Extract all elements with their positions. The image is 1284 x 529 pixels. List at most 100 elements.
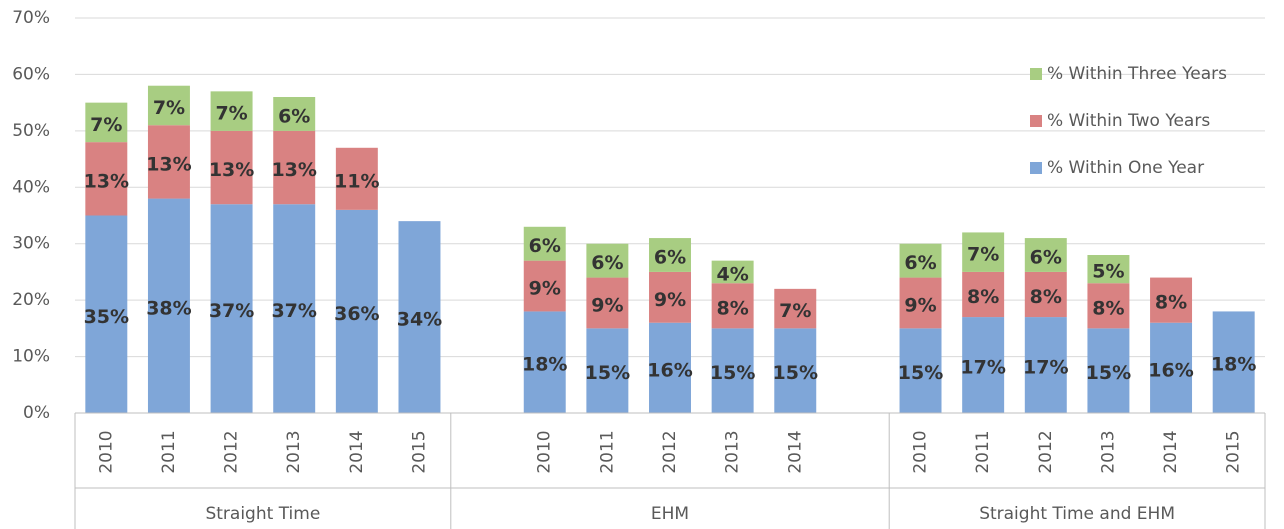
y-tick-label: 0% bbox=[23, 403, 50, 423]
legend-label: % Within Two Years bbox=[1047, 111, 1210, 131]
y-tick-label: 10% bbox=[12, 347, 50, 367]
data-label: 7% bbox=[90, 114, 122, 136]
data-label: 15% bbox=[773, 362, 818, 384]
data-label: 15% bbox=[1086, 362, 1131, 384]
bar-segment bbox=[711, 283, 754, 329]
bar-segment bbox=[649, 271, 691, 323]
bar-segment bbox=[962, 317, 1005, 413]
bar-segment bbox=[962, 271, 1005, 318]
x-tick-label: 2011 bbox=[159, 430, 179, 473]
bar-segment bbox=[210, 91, 253, 131]
data-label: 8% bbox=[716, 297, 748, 319]
bar-segment bbox=[1087, 328, 1130, 413]
x-tick-label: 2014 bbox=[347, 430, 367, 473]
bar-segment bbox=[649, 322, 691, 413]
data-label: 16% bbox=[647, 359, 692, 381]
bar-segment bbox=[523, 226, 566, 261]
y-tick-label: 40% bbox=[12, 177, 50, 197]
data-label: 15% bbox=[898, 362, 943, 384]
x-tick-label: 2010 bbox=[535, 430, 555, 473]
bar-segment bbox=[147, 125, 190, 199]
bar-segment bbox=[523, 260, 566, 312]
y-tick-label: 30% bbox=[12, 234, 50, 254]
group-label: Straight Time and EHM bbox=[979, 504, 1175, 524]
data-label: 8% bbox=[967, 286, 999, 308]
bar-segment bbox=[1150, 277, 1193, 323]
data-label: 8% bbox=[1030, 286, 1062, 308]
x-tick-label: 2010 bbox=[911, 430, 931, 473]
data-label: 16% bbox=[1148, 359, 1193, 381]
legend-swatch bbox=[1030, 68, 1042, 80]
bar-segment bbox=[1024, 238, 1067, 272]
data-label: 6% bbox=[529, 235, 561, 257]
x-tick-label: 2012 bbox=[222, 430, 242, 473]
data-label: 34% bbox=[397, 309, 442, 331]
x-tick-label: 2013 bbox=[1098, 430, 1118, 473]
legend-label: % Within Three Years bbox=[1047, 64, 1227, 84]
legend-swatch bbox=[1030, 162, 1042, 174]
x-tick-label: 2015 bbox=[1224, 430, 1244, 473]
data-label: 18% bbox=[522, 354, 567, 376]
bar-segment bbox=[85, 142, 128, 216]
bar-segment bbox=[1024, 317, 1067, 413]
bar-segment bbox=[1024, 271, 1067, 318]
bar-segment bbox=[586, 277, 629, 329]
data-label: 9% bbox=[529, 278, 561, 300]
legend-swatch bbox=[1030, 115, 1042, 127]
bar-segment bbox=[586, 328, 629, 413]
data-label: 7% bbox=[153, 97, 185, 119]
y-tick-label: 50% bbox=[12, 121, 50, 141]
data-label: 7% bbox=[967, 244, 999, 266]
x-tick-label: 2015 bbox=[409, 430, 429, 473]
data-label: 6% bbox=[591, 252, 623, 274]
data-label: 6% bbox=[278, 105, 310, 127]
data-label: 7% bbox=[779, 300, 811, 322]
y-tick-label: 60% bbox=[12, 64, 50, 84]
data-label: 6% bbox=[654, 247, 686, 269]
bar-segment bbox=[85, 215, 128, 413]
data-label: 38% bbox=[146, 297, 191, 319]
bar-segment bbox=[899, 277, 942, 329]
x-tick-label: 2011 bbox=[597, 430, 617, 473]
bar-segment bbox=[962, 232, 1005, 272]
bar-segment bbox=[273, 204, 316, 413]
data-label: 15% bbox=[710, 362, 755, 384]
bar-segment bbox=[335, 209, 378, 413]
data-label: 37% bbox=[271, 300, 316, 322]
bar-segment bbox=[649, 238, 691, 272]
data-label: 5% bbox=[1092, 261, 1124, 283]
bar-segment bbox=[899, 328, 942, 413]
bar-segment bbox=[210, 204, 253, 413]
data-label: 13% bbox=[84, 170, 129, 192]
y-tick-label: 70% bbox=[12, 8, 50, 28]
data-label: 13% bbox=[271, 159, 316, 181]
data-label: 6% bbox=[904, 252, 936, 274]
group-label: EHM bbox=[651, 504, 689, 524]
data-label: 37% bbox=[209, 300, 254, 322]
bar-segment bbox=[711, 260, 754, 284]
x-tick-label: 2014 bbox=[785, 430, 805, 473]
data-label: 18% bbox=[1211, 354, 1256, 376]
x-tick-label: 2012 bbox=[660, 430, 680, 473]
data-label: 9% bbox=[654, 289, 686, 311]
bar-segment bbox=[1087, 283, 1130, 329]
data-label: 8% bbox=[1155, 292, 1187, 314]
bar-segment bbox=[273, 97, 316, 131]
bar-segment bbox=[398, 221, 441, 413]
bar-segment bbox=[1212, 311, 1255, 413]
bar-segment bbox=[1087, 255, 1130, 284]
data-label: 17% bbox=[960, 357, 1005, 379]
data-label: 8% bbox=[1092, 297, 1124, 319]
data-label: 4% bbox=[716, 263, 748, 285]
x-tick-label: 2013 bbox=[723, 430, 743, 473]
bar-segment bbox=[774, 288, 817, 329]
bar-segment bbox=[899, 243, 942, 278]
x-tick-label: 2011 bbox=[973, 430, 993, 473]
x-tick-label: 2014 bbox=[1161, 430, 1181, 473]
data-label: 9% bbox=[591, 294, 623, 316]
data-label: 15% bbox=[585, 362, 630, 384]
data-label: 6% bbox=[1030, 247, 1062, 269]
data-label: 11% bbox=[334, 170, 379, 192]
x-tick-label: 2010 bbox=[96, 430, 116, 473]
